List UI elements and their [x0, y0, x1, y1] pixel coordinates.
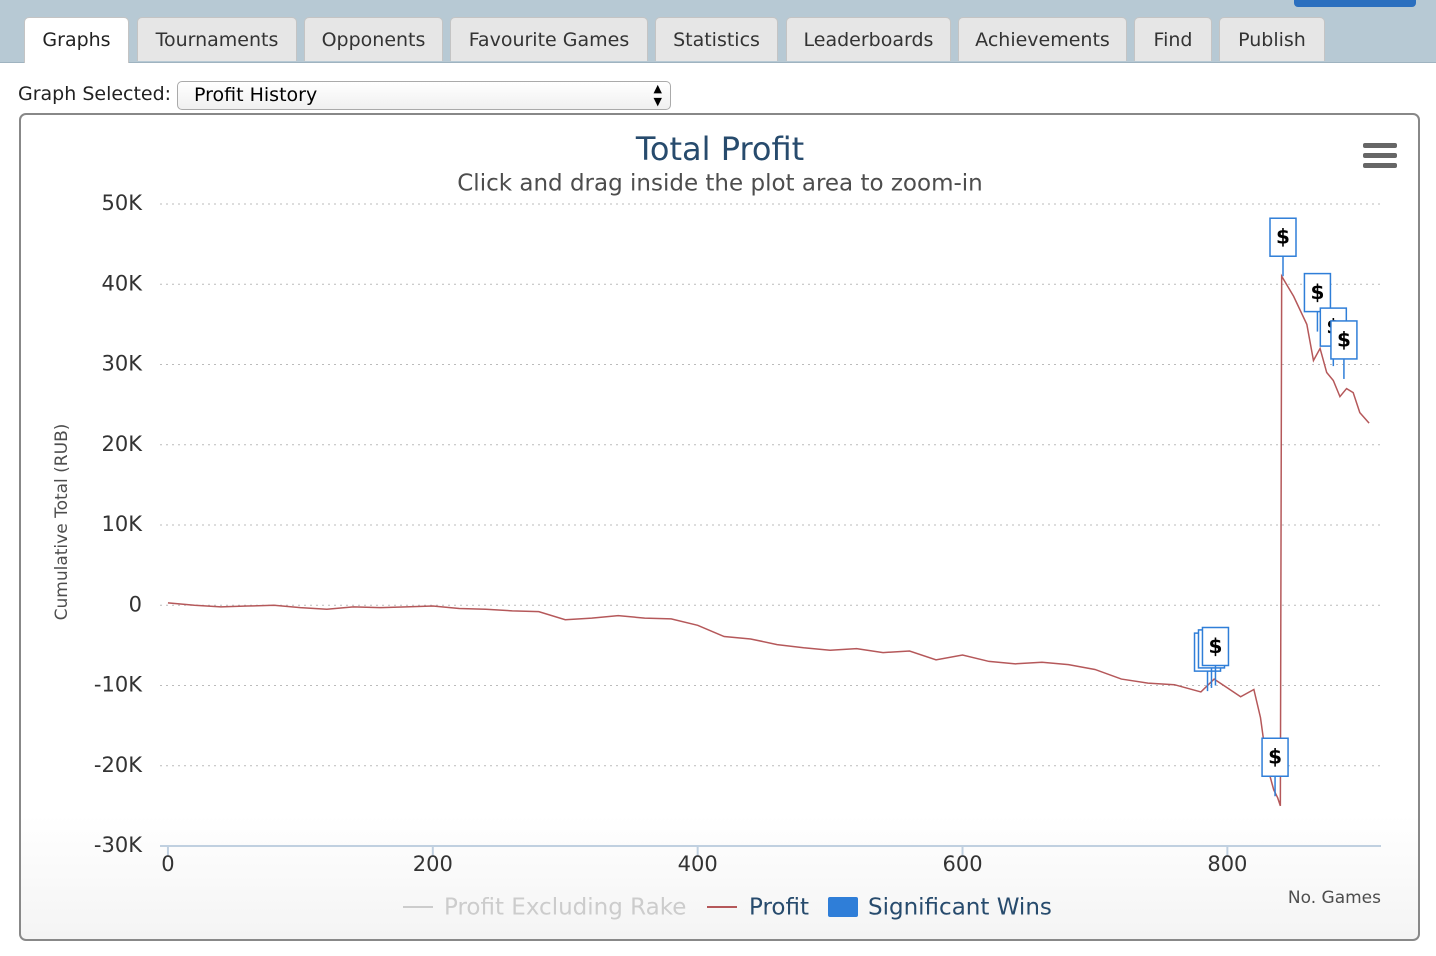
y-tick-label: 0 — [129, 592, 142, 616]
y-axis-title: Cumulative Total (RUB) — [52, 424, 72, 621]
flag-label: $ — [1310, 280, 1324, 304]
tab[interactable]: Statistics — [655, 17, 778, 61]
chart-title: Total Profit — [635, 130, 804, 168]
menu-button[interactable] — [1363, 143, 1397, 168]
tab[interactable]: Publish — [1219, 17, 1325, 61]
legend-swatch — [828, 897, 858, 917]
x-tick-label: 200 — [413, 852, 453, 876]
flag-label: $ — [1276, 225, 1290, 249]
tab[interactable]: Favourite Games — [450, 17, 648, 61]
profit-line — [167, 273, 1370, 807]
select-label: Graph Selected: — [18, 83, 172, 105]
y-tick-label: 20K — [102, 432, 144, 456]
flag: $ — [1261, 737, 1289, 797]
flag-box — [1330, 320, 1358, 360]
x-axis-title: No. Games — [1288, 888, 1381, 908]
tab[interactable]: Opponents — [304, 17, 443, 61]
tab[interactable]: Leaderboards — [786, 17, 951, 61]
flag-box — [1269, 217, 1297, 257]
flag-label: $ — [1337, 327, 1351, 351]
select-value: Profit History — [194, 84, 318, 106]
x-tick-label: 600 — [942, 852, 982, 876]
tab[interactable]: Tournaments — [137, 17, 297, 61]
menu-bar — [1363, 143, 1397, 148]
y-tick-label: 50K — [102, 191, 144, 215]
chart-subtitle: Click and drag inside the plot area to z… — [457, 171, 983, 197]
y-tick-label: -20K — [94, 753, 143, 777]
flag-label: $ — [1209, 634, 1223, 658]
menu-bar — [1363, 153, 1397, 158]
tab[interactable]: Graphs — [24, 17, 129, 63]
graph-select[interactable]: Profit History ▲ ▼ — [177, 81, 671, 110]
tab-bar: Graphs Tournaments Opponents Favourite Game… — [0, 0, 1436, 63]
flag: $ — [1303, 272, 1332, 332]
tab[interactable]: Achievements — [958, 17, 1127, 61]
y-tick-label: 40K — [102, 271, 144, 295]
x-tick-label: 400 — [678, 852, 718, 876]
flag-label: $ — [1268, 745, 1282, 769]
y-tick-label: 30K — [102, 352, 144, 376]
top-button[interactable] — [1294, 0, 1416, 7]
legend-label[interactable]: Profit — [749, 895, 809, 921]
x-tick-label: 0 — [161, 852, 174, 876]
legend-label[interactable]: Significant Wins — [868, 895, 1052, 921]
flag-box — [1261, 737, 1289, 777]
chart-container — [19, 113, 1420, 941]
select-arrow: ▲ ▼ — [653, 82, 662, 108]
flag: $ — [1201, 626, 1230, 686]
tab[interactable]: Find — [1134, 17, 1212, 61]
y-tick-label: -10K — [94, 673, 143, 697]
y-tick-label: 10K — [102, 512, 144, 536]
y-tick-label: -30K — [94, 833, 143, 857]
legend-label[interactable]: Profit Excluding Rake — [444, 895, 686, 921]
flag: $ — [1269, 217, 1297, 277]
flag-box — [1303, 272, 1332, 313]
menu-bar — [1363, 163, 1397, 168]
flag: $ — [1330, 320, 1358, 379]
flag-box — [1201, 626, 1230, 667]
x-tick-label: 800 — [1207, 852, 1247, 876]
